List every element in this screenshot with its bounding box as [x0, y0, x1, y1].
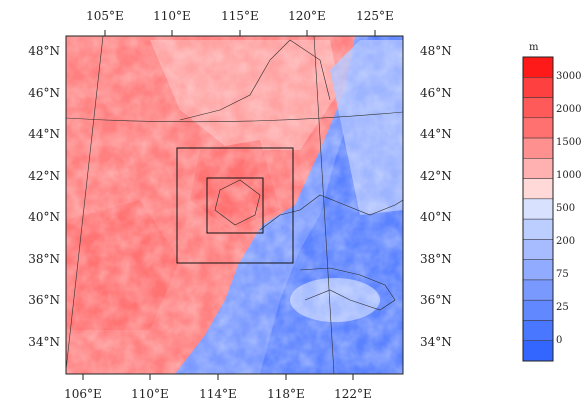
bottom-ticks — [82, 374, 354, 380]
colorbar-label-2: 1500 — [556, 137, 581, 148]
left-lat-label-3: 42°N — [28, 169, 60, 183]
colorbar-segment — [522, 178, 554, 200]
top-lon-label-2: 115°E — [221, 9, 259, 23]
right-lat-label-0: 48°N — [420, 44, 452, 58]
top-lon-label-3: 120°E — [288, 9, 326, 23]
left-lat-label-5: 38°N — [28, 252, 60, 266]
colorbar-frame — [522, 56, 554, 362]
left-lat-label-0: 48°N — [28, 44, 60, 58]
map-frame — [65, 35, 404, 375]
province-border — [179, 39, 331, 121]
bottom-lon-label-1: 110°E — [131, 387, 169, 401]
top-lon-label-1: 110°E — [153, 9, 191, 23]
terrain-texture — [66, 36, 403, 374]
outer-domain-box — [176, 147, 294, 264]
colorbar-segment — [522, 117, 554, 139]
right-lat-label-3: 42°N — [420, 169, 452, 183]
left-lat-label-7: 34°N — [28, 335, 60, 349]
right-lat-label-4: 40°N — [420, 210, 452, 224]
right-lat-label-2: 44°N — [420, 127, 452, 141]
left-lat-label-2: 44°N — [28, 127, 60, 141]
colorbar-label-3: 1000 — [556, 170, 581, 181]
colorbar-label-4: 500 — [556, 203, 575, 214]
top-lon-label-4: 125°E — [356, 9, 394, 23]
colorbar-segment — [522, 77, 554, 98]
colorbar-label-7: 25 — [556, 302, 569, 313]
right-lat-label-1: 46°N — [420, 86, 452, 100]
colorbar-label-1: 2000 — [556, 104, 581, 115]
colorbar-segment — [522, 299, 554, 321]
beijing-border — [214, 179, 261, 226]
colorbar-segment — [522, 97, 554, 119]
colorbar-segment — [522, 340, 554, 362]
right-lat-label-6: 36°N — [420, 293, 452, 307]
colorbar-label-5: 200 — [556, 236, 575, 247]
top-lon-label-0: 105°E — [86, 9, 124, 23]
top-ticks — [104, 30, 376, 36]
left-lat-label-1: 46°N — [28, 86, 60, 100]
colorbar-segment — [522, 158, 554, 179]
colorbar-unit: m — [529, 42, 539, 53]
colorbar-segment — [522, 198, 554, 220]
colorbar-label-8: 0 — [556, 335, 562, 346]
colorbar — [522, 56, 554, 362]
right-lat-label-7: 34°N — [420, 335, 452, 349]
bottom-lon-label-2: 114°E — [199, 387, 237, 401]
colorbar-segment — [522, 320, 554, 341]
colorbar-segment — [522, 279, 554, 301]
graticule-lon-left — [66, 36, 104, 371]
right-lat-label-5: 38°N — [420, 252, 452, 266]
left-lat-label-4: 40°N — [28, 210, 60, 224]
colorbar-label-6: 75 — [556, 269, 569, 280]
colorbar-label-0: 3000 — [556, 71, 581, 82]
graticule-lat — [66, 111, 403, 123]
colorbar-segment — [522, 56, 554, 78]
colorbar-segment — [522, 218, 554, 240]
peninsula-coast — [299, 267, 396, 311]
graticule-lon-right — [313, 36, 335, 374]
coastline — [259, 194, 403, 231]
colorbar-segment — [522, 239, 554, 260]
bottom-lon-label-4: 122°E — [334, 387, 372, 401]
colorbar-segment — [522, 259, 554, 281]
inner-domain-box — [206, 177, 264, 234]
terrain-panel — [66, 36, 403, 374]
colorbar-segment — [522, 137, 554, 159]
bottom-lon-label-0: 106°E — [64, 387, 102, 401]
bottom-lon-label-3: 118°E — [267, 387, 305, 401]
left-lat-label-6: 36°N — [28, 293, 60, 307]
